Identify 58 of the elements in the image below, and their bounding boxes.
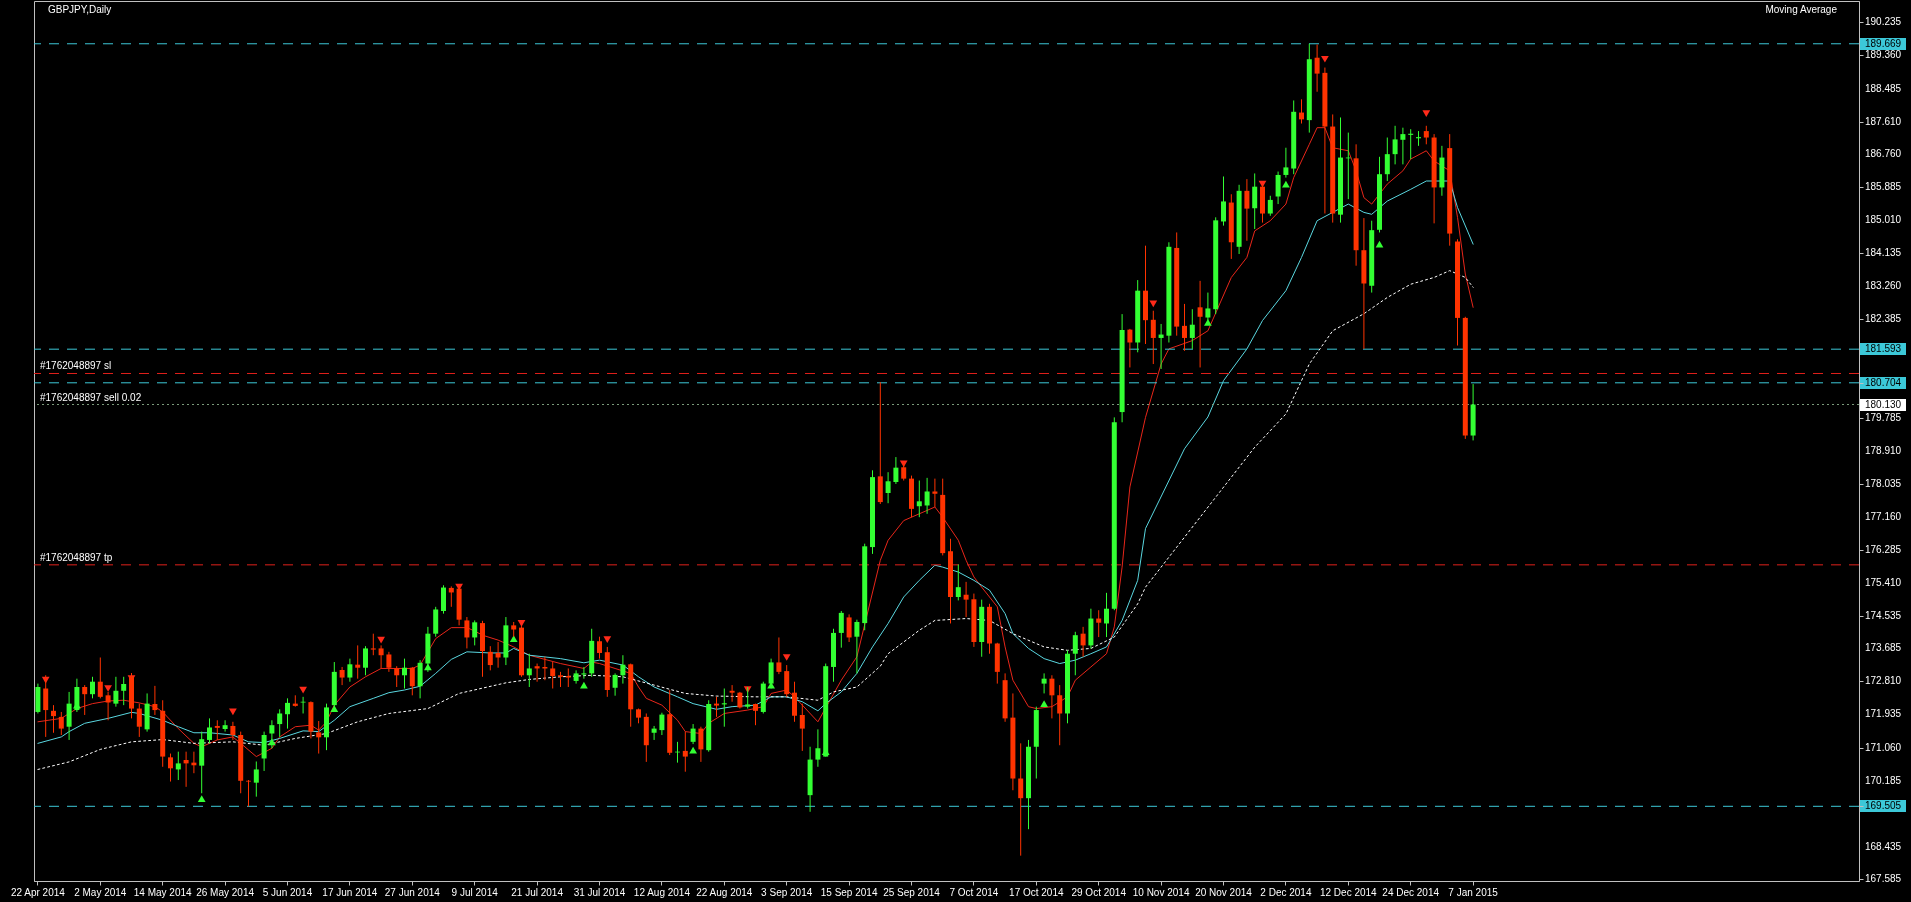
chart-title: GBPJPY,Daily: [48, 4, 112, 15]
y-tick-label: 167.585: [1865, 872, 1902, 884]
y-tick-label: 172.810: [1865, 675, 1902, 687]
x-tick-label: 12 Dec 2014: [1319, 886, 1378, 898]
y-tick-label: 178.910: [1865, 444, 1902, 456]
y-tick-label: 177.160: [1865, 510, 1902, 522]
x-tick-label: 3 Sep 2014: [761, 886, 813, 898]
y-tick-label: 174.535: [1865, 610, 1902, 622]
x-tick-label: 2 Dec 2014: [1260, 886, 1312, 898]
y-tick-label: 180.704: [1865, 376, 1902, 388]
x-tick-label: 25 Sep 2014: [883, 886, 941, 898]
y-tick-label: 169.505: [1865, 800, 1902, 812]
y-tick-label: 182.385: [1865, 313, 1902, 325]
y-tick-label: 168.435: [1865, 840, 1902, 852]
x-tick-label: 20 Nov 2014: [1195, 886, 1253, 898]
y-tick-label: 175.410: [1865, 577, 1902, 588]
y-tick-label: 178.035: [1865, 477, 1902, 489]
x-tick-label: 29 Oct 2014: [1071, 886, 1127, 898]
x-tick-label: 7 Jan 2015: [1448, 886, 1499, 898]
y-tick-label: 171.060: [1865, 741, 1902, 753]
x-tick-label: 27 Jun 2014: [384, 886, 441, 898]
y-tick-label: 179.785: [1865, 411, 1902, 423]
y-tick-label: 186.760: [1865, 147, 1902, 159]
y-tick-label: 184.135: [1865, 247, 1902, 259]
y-tick-label: 180.130: [1865, 398, 1902, 410]
x-tick-label: 17 Oct 2014: [1009, 886, 1064, 898]
x-tick-label: 31 Jul 2014: [573, 886, 626, 898]
y-tick-label: 176.285: [1865, 543, 1902, 555]
y-tick-label: 183.260: [1865, 280, 1902, 292]
ref-line-label: #1762048897 sl: [40, 360, 112, 372]
y-tick-label: 190.235: [1865, 16, 1902, 28]
x-tick-label: 5 Jun 2014: [262, 886, 313, 898]
y-tick-label: 181.593: [1865, 343, 1902, 355]
ref-line-label: #1762048897 tp: [40, 551, 113, 563]
x-tick-label: 24 Dec 2014: [1382, 886, 1440, 898]
y-tick-label: 187.610: [1865, 115, 1902, 127]
x-tick-label: 22 Aug 2014: [696, 886, 753, 898]
x-tick-label: 17 Jun 2014: [322, 886, 378, 898]
x-tick-label: 9 Jul 2014: [451, 886, 499, 898]
x-tick-label: 2 May 2014: [74, 886, 127, 898]
x-tick-label: 15 Sep 2014: [820, 886, 878, 898]
text: Moving Average: [1765, 4, 1838, 15]
x-tick-label: 12 Aug 2014: [633, 886, 691, 898]
y-tick-label: 173.685: [1865, 642, 1902, 654]
y-tick-label: 189.669: [1865, 37, 1902, 49]
x-tick-label: 14 May 2014: [133, 886, 193, 898]
x-tick-label: 22 Apr 2014: [10, 886, 66, 898]
y-tick-label: 171.935: [1865, 708, 1902, 720]
x-tick-label: 21 Jul 2014: [511, 886, 564, 898]
y-tick-label: 170.185: [1865, 774, 1902, 786]
y-tick-label: 185.885: [1865, 180, 1902, 192]
x-tick-label: 26 May 2014: [196, 886, 255, 898]
x-tick-label: 7 Oct 2014: [949, 886, 999, 898]
y-tick-label: 188.485: [1865, 82, 1902, 94]
x-tick-label: 10 Nov 2014: [1132, 886, 1190, 898]
ref-line-label: #1762048897 sell 0.02: [40, 391, 142, 403]
y-tick-label: 189.360: [1865, 49, 1902, 61]
y-tick-label: 185.010: [1865, 213, 1902, 225]
